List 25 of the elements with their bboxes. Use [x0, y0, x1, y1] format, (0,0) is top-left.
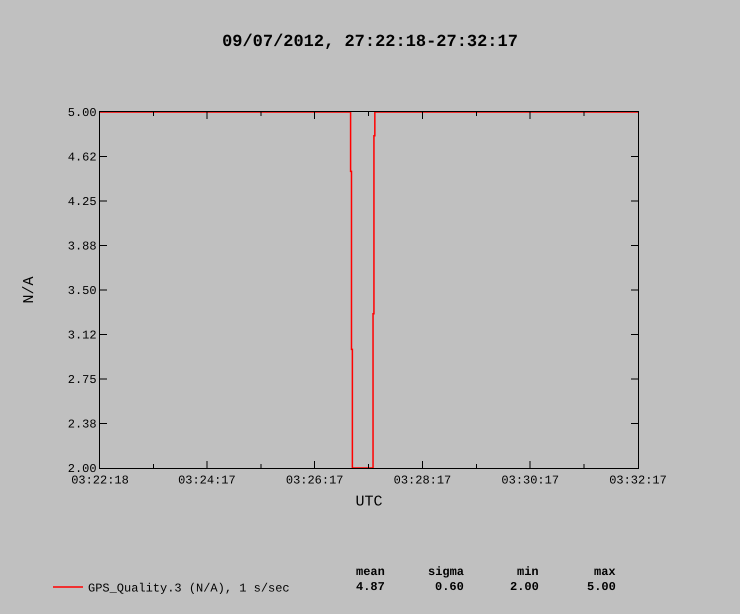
- x-tick-label: 03:26:17: [286, 473, 344, 488]
- y-tick-label: 4.62: [68, 150, 97, 165]
- y-tick-label: 3.12: [68, 328, 97, 343]
- x-tick-label: 03:30:17: [501, 473, 560, 488]
- y-axis-title: N/A: [21, 276, 38, 304]
- chart-title: 09/07/2012, 27:22:18-27:32:17: [222, 32, 518, 52]
- text: 0.60: [435, 580, 464, 594]
- x-axis-title: UTC: [355, 493, 383, 510]
- legend-label: GPS_Quality.3 (N/A), 1 s/sec: [88, 582, 290, 596]
- y-tick-label: 4.25: [68, 195, 97, 210]
- y-tick-label: 3.50: [68, 284, 97, 298]
- text: 2.00: [510, 580, 539, 594]
- text: mean: [356, 565, 385, 579]
- y-tick-label: 3.88: [68, 240, 97, 254]
- x-tick-label: 03:24:17: [178, 473, 236, 488]
- y-tick-label: 5.00: [68, 106, 97, 120]
- text: 5.00: [587, 580, 616, 594]
- x-tick-label: 03:28:17: [394, 473, 452, 488]
- y-tick-label: 2.38: [68, 418, 97, 432]
- y-tick-label: 2.75: [68, 373, 97, 388]
- text: 4.87: [356, 580, 385, 594]
- text: min: [517, 565, 539, 579]
- text: sigma: [428, 565, 464, 579]
- text: max: [594, 565, 616, 579]
- x-tick-label: 03:32:17: [609, 473, 667, 488]
